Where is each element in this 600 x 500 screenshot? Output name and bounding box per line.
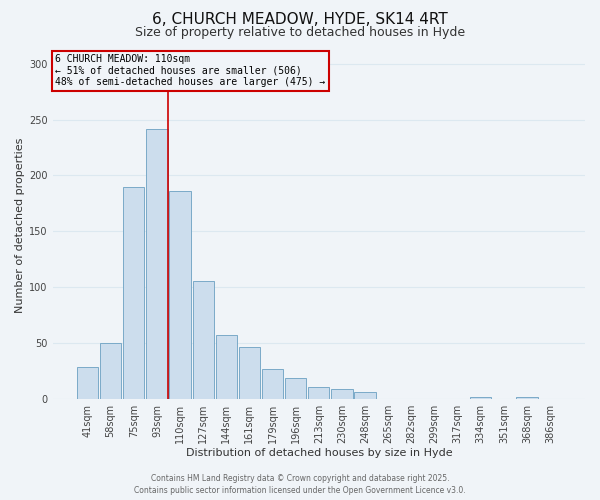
Text: 6 CHURCH MEADOW: 110sqm
← 51% of detached houses are smaller (506)
48% of semi-d: 6 CHURCH MEADOW: 110sqm ← 51% of detache…: [55, 54, 326, 88]
Bar: [308, 387, 329, 399]
Bar: [331, 389, 353, 399]
Bar: [239, 346, 260, 399]
Bar: [77, 366, 98, 399]
Y-axis label: Number of detached properties: Number of detached properties: [15, 138, 25, 314]
Bar: [285, 378, 307, 399]
Bar: [215, 336, 237, 399]
Bar: [100, 343, 121, 399]
Text: 6, CHURCH MEADOW, HYDE, SK14 4RT: 6, CHURCH MEADOW, HYDE, SK14 4RT: [152, 12, 448, 28]
Bar: [262, 369, 283, 399]
Bar: [169, 191, 191, 399]
Bar: [517, 397, 538, 399]
Bar: [146, 128, 167, 399]
X-axis label: Distribution of detached houses by size in Hyde: Distribution of detached houses by size …: [185, 448, 452, 458]
Bar: [123, 186, 145, 399]
Bar: [470, 397, 491, 399]
Bar: [355, 392, 376, 399]
Text: Size of property relative to detached houses in Hyde: Size of property relative to detached ho…: [135, 26, 465, 39]
Bar: [193, 280, 214, 399]
Text: Contains HM Land Registry data © Crown copyright and database right 2025.
Contai: Contains HM Land Registry data © Crown c…: [134, 474, 466, 495]
